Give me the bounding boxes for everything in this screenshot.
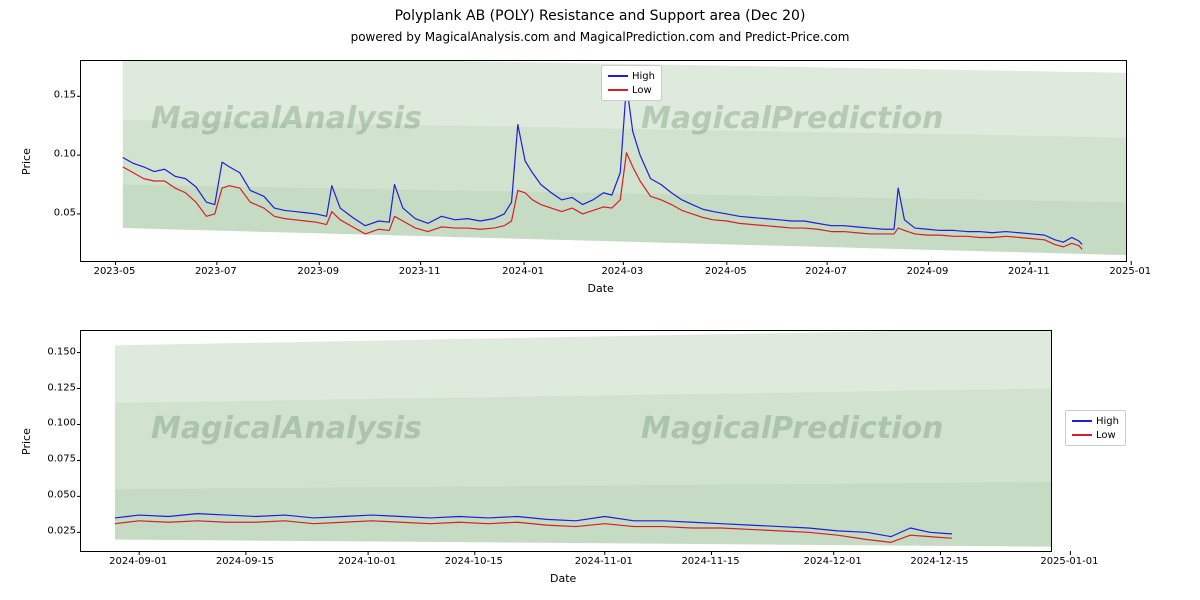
- x-tick: 2024-03: [601, 266, 643, 277]
- legend-swatch: [608, 75, 628, 77]
- bottom-x-label: Date: [550, 572, 576, 585]
- top-plot-area: MagicalAnalysis MagicalPrediction HighLo…: [80, 60, 1127, 262]
- x-tick: 2023-07: [195, 266, 237, 277]
- legend-item: High: [1072, 414, 1119, 428]
- figure: Polyplank AB (POLY) Resistance and Suppo…: [0, 0, 1200, 600]
- x-tick: 2023-11: [399, 266, 441, 277]
- x-tick: 2024-11: [1008, 266, 1050, 277]
- legend-label: Low: [1096, 430, 1116, 441]
- chart-title: Polyplank AB (POLY) Resistance and Suppo…: [0, 8, 1200, 24]
- x-tick: 2024-09-01: [109, 556, 167, 567]
- x-tick: 2024-05: [705, 266, 747, 277]
- x-tick: 2024-10-01: [338, 556, 396, 567]
- legend-label: High: [632, 71, 655, 82]
- y-tick: 0.025: [28, 526, 76, 537]
- y-tick: 0.050: [28, 490, 76, 501]
- x-tick: 2024-11-01: [575, 556, 633, 567]
- x-tick: 2024-11-15: [681, 556, 739, 567]
- legend-item: High: [608, 69, 655, 83]
- chart-subtitle: powered by MagicalAnalysis.com and Magic…: [0, 30, 1200, 44]
- legend-top: High Low: [601, 65, 662, 101]
- bottom-plot-area: MagicalAnalysis MagicalPrediction: [80, 330, 1052, 552]
- legend-bottom: High Low: [1065, 410, 1126, 446]
- x-tick: 2023-05: [94, 266, 136, 277]
- x-tick: 2023-09: [297, 266, 339, 277]
- x-tick: 2024-09: [907, 266, 949, 277]
- legend-swatch: [608, 89, 628, 91]
- legend-item: Low: [608, 83, 655, 97]
- x-tick: 2025-01: [1109, 266, 1151, 277]
- x-tick: 2024-07: [805, 266, 847, 277]
- y-tick: 0.15: [28, 90, 76, 101]
- x-tick: 2024-12-15: [910, 556, 968, 567]
- x-tick: 2024-10-15: [445, 556, 503, 567]
- y-tick: 0.075: [28, 454, 76, 465]
- bottom-y-label: Price: [20, 428, 33, 455]
- legend-label: Low: [632, 85, 652, 96]
- legend-swatch: [1072, 420, 1092, 422]
- y-tick: 0.100: [28, 418, 76, 429]
- y-tick: 0.150: [28, 346, 76, 357]
- y-tick: 0.10: [28, 149, 76, 160]
- y-tick: 0.125: [28, 382, 76, 393]
- x-tick: 2025-01-01: [1040, 556, 1098, 567]
- legend-label: High: [1096, 416, 1119, 427]
- legend-item: Low: [1072, 428, 1119, 442]
- bottom-plot-svg: [81, 331, 1051, 551]
- x-tick: 2024-01: [502, 266, 544, 277]
- legend-swatch: [1072, 434, 1092, 436]
- y-tick: 0.05: [28, 207, 76, 218]
- top-x-label: Date: [588, 282, 614, 295]
- x-tick: 2024-12-01: [804, 556, 862, 567]
- x-tick: 2024-09-15: [216, 556, 274, 567]
